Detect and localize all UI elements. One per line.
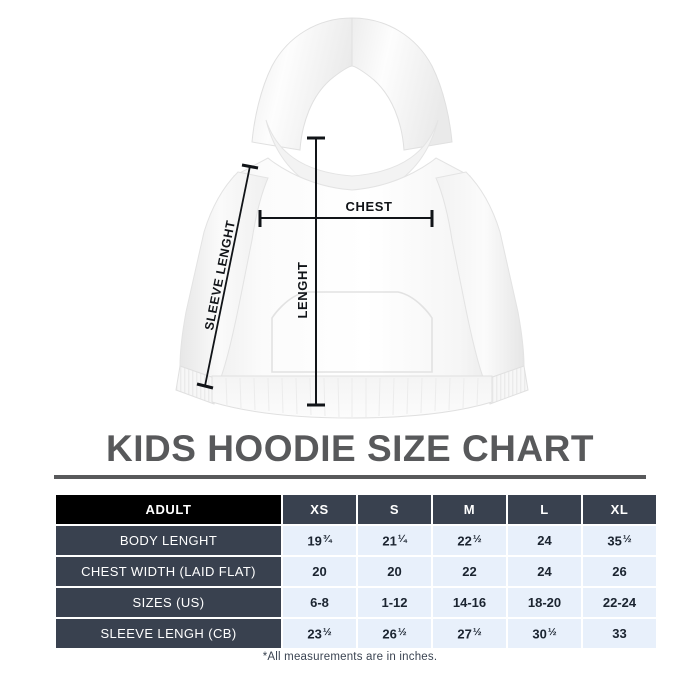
size-chart-table: ADULT XS S M L XL BODY LENGHT 19¾ 21¼ 22½ 24… [54,493,658,650]
value-whole: 27 [457,626,472,642]
value-whole: 24 [537,533,552,548]
table-row: BODY LENGHT 19¾ 21¼ 22½ 24 35½ [56,526,656,555]
value-fraction: ½ [397,625,407,638]
table-row: SLEEVE LENGH (CB) 23½ 26½ 27½ 30½ 33 [56,619,656,648]
value-cell: 23½ [283,619,356,648]
value-whole: 26 [382,626,397,642]
value-cell: 30½ [508,619,581,648]
value-whole: 18-20 [527,595,562,610]
title-underline-rule [54,474,646,479]
length-label: LENGHT [295,261,310,318]
value-whole: 22 [457,533,472,549]
column-header-s: S [358,495,431,524]
column-header-l: L [508,495,581,524]
value-cell: 18-20 [508,588,581,617]
title-block: KIDS HOODIE SIZE CHART [54,428,646,479]
value-fraction: ½ [547,625,557,638]
value-whole: 26 [612,564,627,579]
value-whole: 33 [612,626,627,641]
value-cell: 26 [583,557,656,586]
value-whole: 21 [382,533,397,549]
footnote: *All measurements are in inches. [262,651,438,663]
value-cell: 24 [508,526,581,555]
kangaroo-pocket [271,291,433,373]
right-cuff [483,365,529,405]
value-whole: 22 [462,564,477,579]
value-whole: 30 [532,626,547,642]
row-label: BODY LENGHT [56,526,281,555]
column-header-xs: XS [283,495,356,524]
value-cell: 21¼ [358,526,431,555]
value-cell: 33 [583,619,656,648]
hem-ribbing [225,377,479,418]
value-cell: 22 [433,557,506,586]
row-label: SLEEVE LENGH (CB) [56,619,281,648]
value-cell: 6-8 [283,588,356,617]
sleeve-length-measure-arrow [196,163,259,390]
length-measure-arrow [307,136,325,407]
value-cell: 22½ [433,526,506,555]
value-whole: 35 [607,533,622,549]
column-header-m: M [433,495,506,524]
value-cell: 19¾ [283,526,356,555]
value-whole: 24 [537,564,552,579]
value-whole: 1-12 [381,595,408,610]
value-whole: 20 [312,564,327,579]
value-cell: 27½ [433,619,506,648]
value-whole: 23 [307,626,322,642]
value-cell: 35½ [583,526,656,555]
page-title: KIDS HOODIE SIZE CHART [106,428,594,469]
row-label: SIZES (US) [56,588,281,617]
hood-left-panel [251,17,353,151]
value-fraction: ½ [472,532,482,545]
value-whole: 14-16 [452,595,487,610]
value-fraction: ½ [322,625,332,638]
value-fraction: ½ [622,532,632,545]
hoodie-illustration: LENGHT CHEST SLEEVE LENGHT [175,17,529,419]
table-row: SIZES (US) 6-8 1-12 14-16 18-20 22-24 [56,588,656,617]
value-whole: 6-8 [310,595,329,610]
value-fraction: ¾ [322,532,332,545]
chest-label: CHEST [345,199,392,214]
value-cell: 1-12 [358,588,431,617]
value-whole: 22-24 [602,595,637,610]
value-whole: 20 [387,564,402,579]
table-row: CHEST WIDTH (LAID FLAT) 20 20 22 24 26 [56,557,656,586]
value-cell: 22-24 [583,588,656,617]
value-cell: 20 [283,557,356,586]
hoodie-diagram: LENGHT CHEST SLEEVE LENGHT [175,17,529,419]
value-fraction: ¼ [397,532,407,545]
value-cell: 26½ [358,619,431,648]
value-fraction: ½ [472,625,482,638]
value-cell: 24 [508,557,581,586]
chest-measure-arrow [258,210,434,227]
header-row: ADULT XS S M L XL [56,495,656,524]
hood-right-panel [351,17,453,151]
garment-body [175,17,529,419]
column-header-xl: XL [583,495,656,524]
value-cell: 20 [358,557,431,586]
table-body: BODY LENGHT 19¾ 21¼ 22½ 24 35½ CHEST WIDTH (LA… [56,526,656,648]
row-label: CHEST WIDTH (LAID FLAT) [56,557,281,586]
value-cell: 14-16 [433,588,506,617]
column-header-adult: ADULT [56,495,281,524]
table-header: ADULT XS S M L XL [56,495,656,524]
value-whole: 19 [307,533,322,549]
